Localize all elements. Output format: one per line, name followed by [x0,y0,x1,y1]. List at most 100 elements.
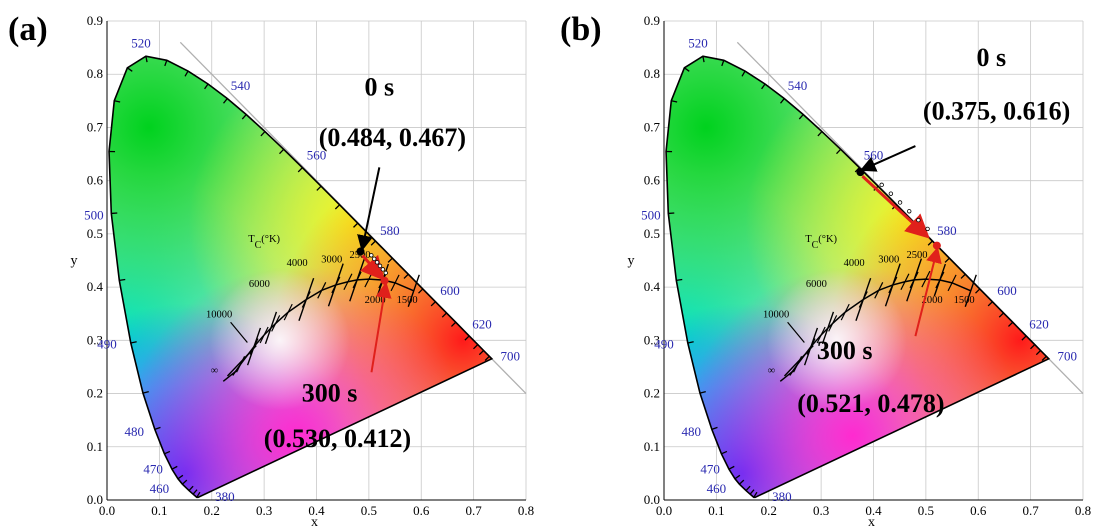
y-tick-label: 0.4 [87,279,104,294]
isotemperature-line [906,258,923,302]
locus-tick [145,56,148,63]
locus-tick [780,98,785,104]
x-tick-label: 0.0 [656,503,672,518]
isotemperature-line [246,327,262,366]
wavelength-label-500: 500 [641,208,661,223]
cct-label: 1500 [954,295,975,306]
label-300s: 300 s [817,336,873,365]
locus-tick [927,240,933,246]
leader-300s [370,281,392,373]
planckian-hatch [921,270,931,288]
locus-tick [181,479,188,485]
locus-tick [1035,350,1042,356]
cct-label: 3000 [878,255,899,266]
label-300s: 300 s [302,379,358,408]
wavelength-label-500: 500 [84,208,104,223]
planckian-hatch [271,315,281,332]
wavelength-label-490: 490 [654,336,674,351]
wavelength-label-480: 480 [681,424,701,439]
isotemperature-line [298,277,315,321]
planckian-hatch [900,273,910,291]
isotemperature-line [933,263,947,297]
locus-tick [753,491,758,498]
y-tick-label: 0.5 [87,226,103,241]
locus-tick [430,301,436,307]
intermediate-point [377,263,383,269]
leader-300s [914,246,942,337]
locus-tick [164,450,171,455]
y-tick-label: 0.7 [87,119,104,134]
y-tick-label: 0.1 [87,439,103,454]
y-tick-label: 0.3 [87,332,103,347]
intermediate-point [374,260,380,265]
locus-tick [676,278,683,281]
locus-tick [353,222,359,228]
locus-tick [702,56,705,63]
cie-chart-b: 0.0 0.1 0.2 0.3 0.4 0.5 0.6 0.7 0.8 0.0 0.1 0.2 0.3 0… [560,11,1091,527]
locus-tick [671,100,678,103]
locus-tick [1030,344,1036,350]
wavelength-label-560: 560 [307,147,327,162]
locus-tick [728,465,735,470]
y-tick-label: 0.7 [644,119,661,134]
planckian-hatch [828,315,838,332]
intermediate-point [925,226,930,232]
point-0s [356,247,365,256]
locus-tick [192,489,198,495]
x-tick-label: 0.4 [308,503,325,518]
x-tick-label: 0.3 [256,503,272,518]
wavelength-label-620: 620 [472,317,492,332]
planckian-hatch [947,274,957,292]
intermediate-point [383,270,388,276]
cct-label: 1500 [397,295,418,306]
cct-label: 6000 [806,279,827,290]
planckian-hatch [816,326,826,344]
x-tick-label: 0.3 [813,503,829,518]
locus-tick [188,485,194,492]
locus-tick [1021,335,1027,341]
locus-tick [297,167,303,173]
cct-label: 10000 [763,309,789,320]
y-axis-title: y [71,254,78,269]
locus-tick [721,450,728,455]
x-tick-label: 0.0 [99,503,115,518]
y-tick-label: 0.8 [87,66,103,81]
locus-tick [114,100,121,103]
wavelength-label-540: 540 [788,78,808,93]
locus-tick [761,83,766,90]
locus-tick [223,98,228,104]
x-axis-title: x [311,515,318,527]
wavelength-label-380: 380 [772,489,792,504]
intermediate-points [369,253,388,276]
locus-tick [387,257,393,263]
infinity-tick [222,369,239,382]
y-tick-label: 0.6 [644,173,661,188]
cct-label: 10000 [206,309,232,320]
cct-label: 2500 [906,250,927,261]
locus-tick [126,67,133,72]
locus-tick [154,426,161,430]
x-tick-label: 0.4 [865,503,882,518]
locus-tick [699,390,706,394]
cct-label: 3000 [321,255,342,266]
locus-tick [334,204,341,210]
y-tick-label: 0.9 [644,13,660,28]
locus-ticks [666,56,1047,498]
intermediate-point [380,267,386,272]
x-axis-title: x [868,515,875,527]
locus-tick [418,288,424,294]
wavelength-label-520: 520 [131,36,151,51]
planckian-hatch [874,282,884,299]
wavelength-label-470: 470 [700,461,720,476]
x-tick-label: 0.6 [970,503,987,518]
isotemperature-line [855,277,872,321]
locus-tick [119,278,126,281]
infinity-tick [779,369,796,382]
y-tick-label: 0.2 [87,386,103,401]
locus-tick [1007,321,1014,327]
y-tick-label: 0.4 [644,279,661,294]
intermediate-point [369,253,374,258]
y-tick-label: 0.6 [87,173,104,188]
locus-tick [687,341,694,344]
point-0s [856,168,865,177]
